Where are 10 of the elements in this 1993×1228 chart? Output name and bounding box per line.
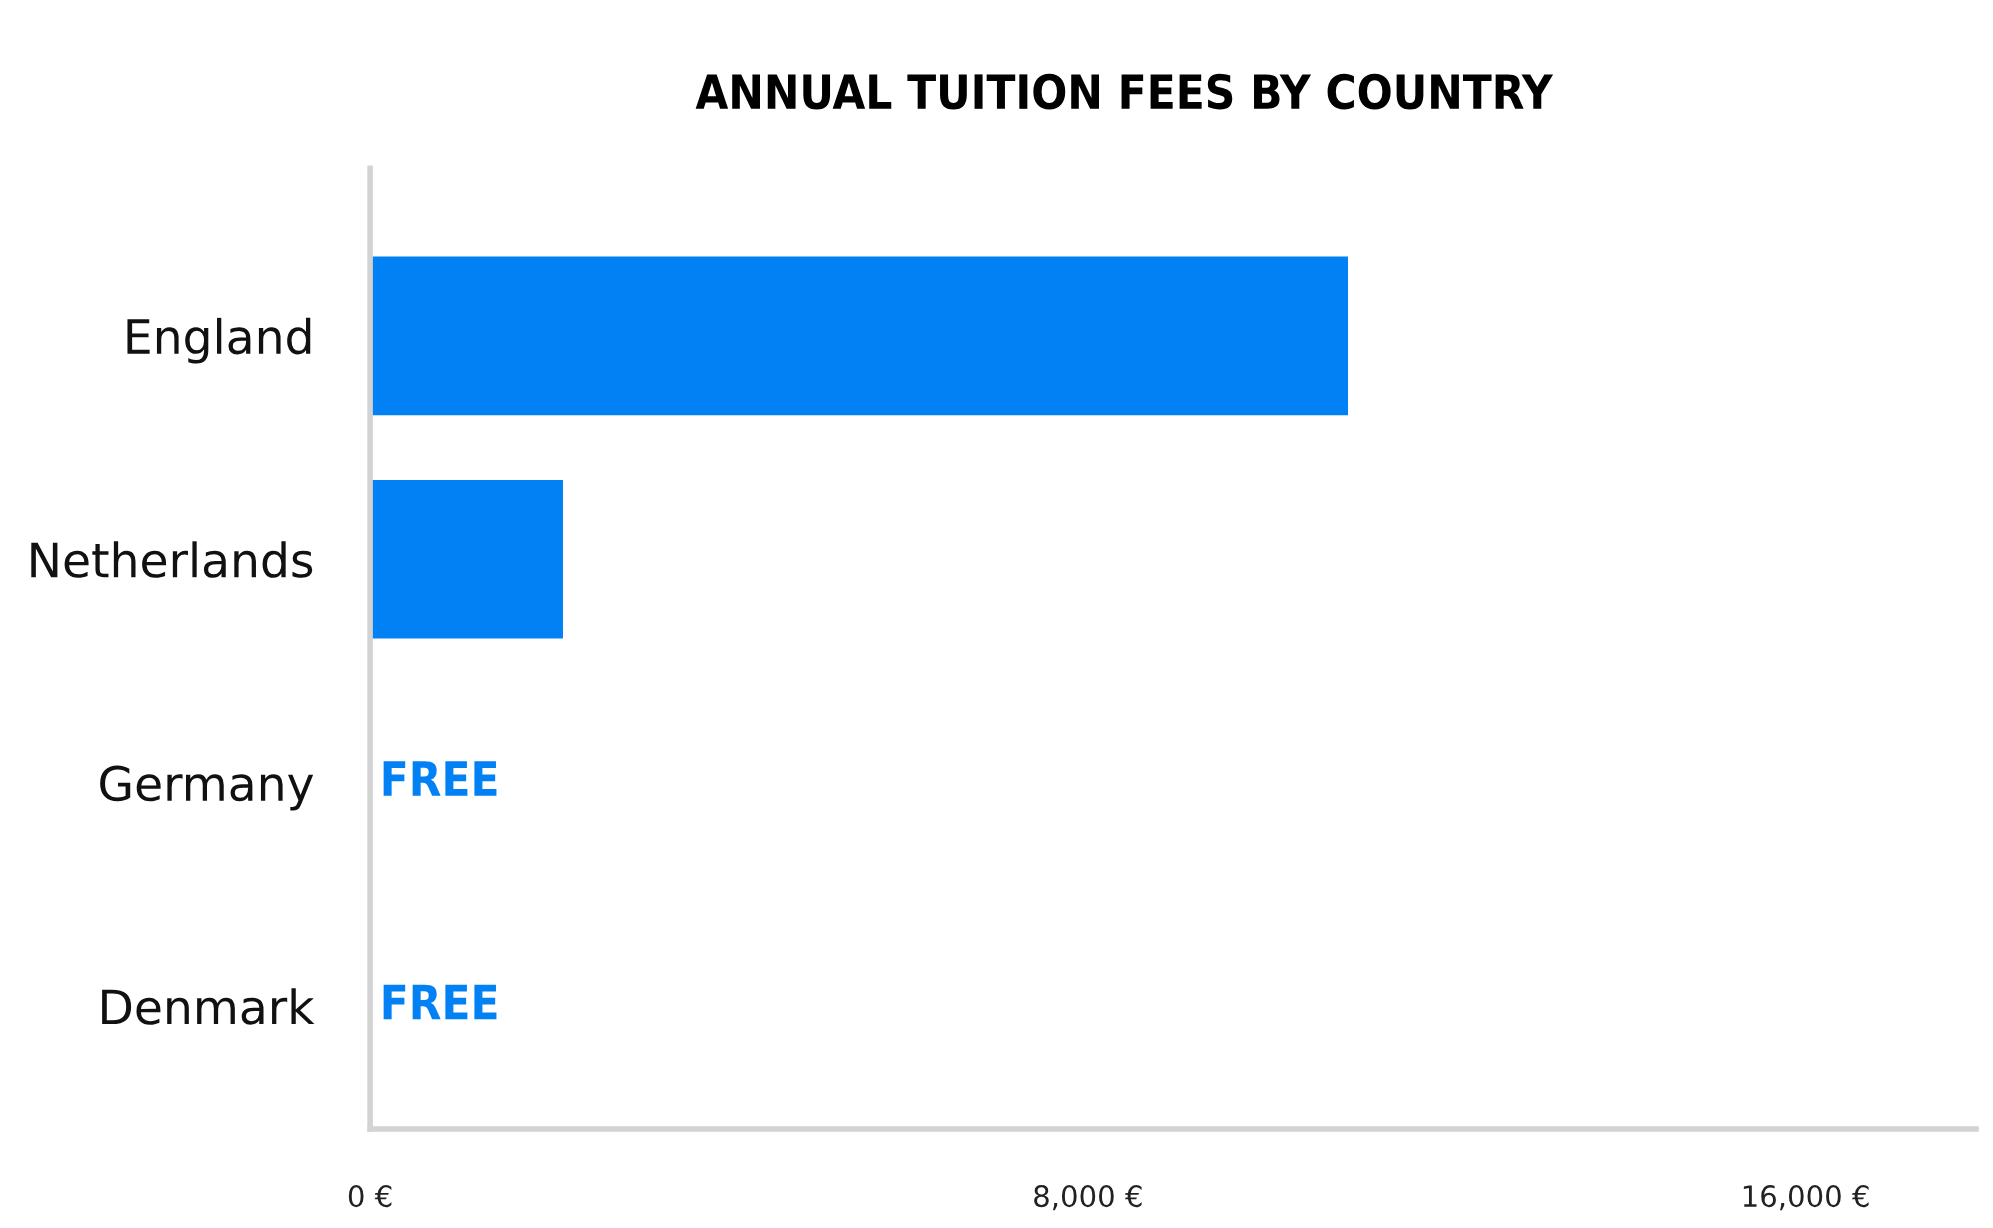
y-tick-label: Netherlands xyxy=(31,541,313,578)
x-tick-label: 8,000 € xyxy=(1034,1185,1142,1211)
data-label: FREE xyxy=(383,761,497,796)
y-tick-label: Germany xyxy=(100,765,314,811)
x-tick-label: 16,000 € xyxy=(1743,1185,1869,1211)
x-tick-label: 0 € xyxy=(348,1185,392,1208)
y-tick-label: England xyxy=(127,317,311,364)
y-tick-label: Denmark xyxy=(102,988,315,1025)
chart-title: ANNUAL TUITION FEES BY COUNTRY xyxy=(695,73,1554,110)
data-label: FREE xyxy=(383,984,497,1020)
